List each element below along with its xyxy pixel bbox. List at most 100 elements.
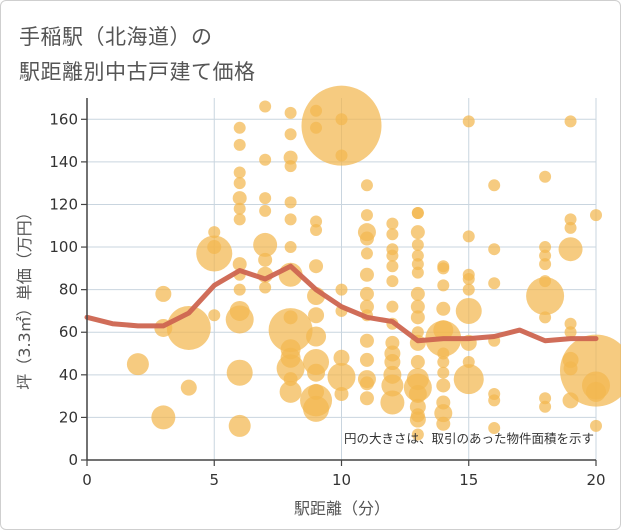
y-tick-label: 100 [49, 238, 78, 256]
x-tick-label: 20 [586, 471, 605, 489]
bubble-point [437, 279, 450, 292]
bubble-point [410, 355, 425, 370]
bubble-point [310, 215, 323, 228]
bubble-point [381, 374, 404, 397]
bubble-point [233, 138, 246, 151]
x-tick-label: 0 [82, 471, 92, 489]
bubble-point [151, 405, 176, 430]
bubble-point [259, 192, 272, 205]
bubble-point [284, 106, 297, 119]
y-tick-label: 80 [59, 281, 78, 299]
bubble-point [411, 206, 424, 219]
bubbles [126, 85, 621, 441]
bubble-point [360, 247, 373, 260]
bubble-point [303, 395, 330, 422]
bubble-point [386, 228, 399, 241]
bubble-point [308, 383, 325, 400]
bubble-point [488, 394, 501, 407]
chart-title-line-2: 駅距離別中古戸建て価格 [19, 60, 256, 84]
average-trend-line [84, 263, 599, 344]
bubble-point [233, 177, 246, 190]
bubble-point [437, 356, 450, 369]
y-tick-label: 140 [49, 153, 78, 171]
bubble-point [437, 366, 450, 379]
bubble-point [539, 241, 552, 254]
bubble-point [488, 422, 501, 435]
bubble-point [284, 160, 297, 173]
bubble-point [564, 326, 577, 339]
bubble-point [539, 258, 552, 271]
bubble-point [386, 249, 399, 262]
size-legend-note: 円の大きさは、取引のあった物件面積を示す [344, 431, 594, 446]
bubble-point [225, 305, 254, 334]
bubble-point [253, 232, 278, 257]
bubble-point [590, 209, 602, 222]
bubble-point [411, 238, 424, 251]
bubble-point [380, 390, 405, 415]
bubble-point [411, 258, 424, 271]
y-tick-label: 120 [49, 195, 78, 213]
bubble-point [488, 277, 501, 290]
bubble-point [539, 170, 552, 183]
bubble-point [233, 121, 246, 134]
bubble-point [335, 149, 348, 162]
bubble-point [359, 391, 374, 406]
y-tick-label: 160 [49, 110, 78, 128]
bubble-point [359, 267, 374, 282]
bubble-point [455, 297, 482, 324]
bubble-point [410, 310, 425, 325]
bubble-point [359, 286, 374, 301]
trend-line-group [84, 263, 599, 344]
bubble-point [284, 213, 297, 226]
bubble-point [384, 354, 401, 371]
bubble-point [226, 359, 253, 386]
bubble-point [410, 286, 425, 301]
bubble-point [436, 378, 451, 393]
bubble-point [564, 115, 577, 128]
bubble-point [233, 166, 246, 179]
bubble-point [539, 311, 552, 324]
bubble-point [232, 257, 247, 272]
x-axis-label: 駅距離（分） [294, 499, 390, 518]
bubble-point [586, 381, 606, 402]
bubble-point [386, 300, 399, 313]
bubble-point [276, 354, 305, 383]
bubble-point [434, 404, 453, 423]
bubble-point [359, 299, 374, 314]
bubble-point [564, 213, 577, 226]
bubble-point [462, 283, 475, 296]
bubble-point [126, 353, 149, 376]
bubble-point [408, 384, 427, 403]
bubble-point [386, 260, 399, 273]
bubble-point [228, 414, 251, 437]
bubble-point [284, 128, 297, 141]
bubble-point [539, 249, 552, 262]
bubble-point [301, 85, 382, 166]
bubble-point [462, 115, 475, 128]
bubble-point [308, 307, 325, 324]
bubble-point [539, 400, 552, 413]
bubble-point [564, 317, 577, 330]
x-tick-label: 15 [459, 471, 478, 489]
bubble-point [411, 266, 424, 279]
bubble-point [155, 285, 172, 302]
bubble-point [526, 277, 565, 316]
bubble-point [207, 240, 222, 255]
bubble-point [258, 252, 273, 267]
bubble-point [283, 150, 298, 165]
bubble-point [284, 196, 297, 209]
bubble-point [335, 113, 348, 126]
bubble-point [411, 428, 424, 441]
bubble-point [462, 273, 475, 285]
bubble-point [488, 243, 501, 256]
bubble-point [411, 249, 424, 262]
bubble-point [411, 326, 424, 339]
bubble-point [359, 333, 374, 348]
bubble-point [539, 392, 552, 405]
bubble-point [410, 225, 425, 240]
bubble-point [307, 363, 326, 382]
bubble-point [233, 213, 246, 226]
y-tick-label: 20 [59, 408, 78, 426]
bubble-point [279, 380, 302, 403]
